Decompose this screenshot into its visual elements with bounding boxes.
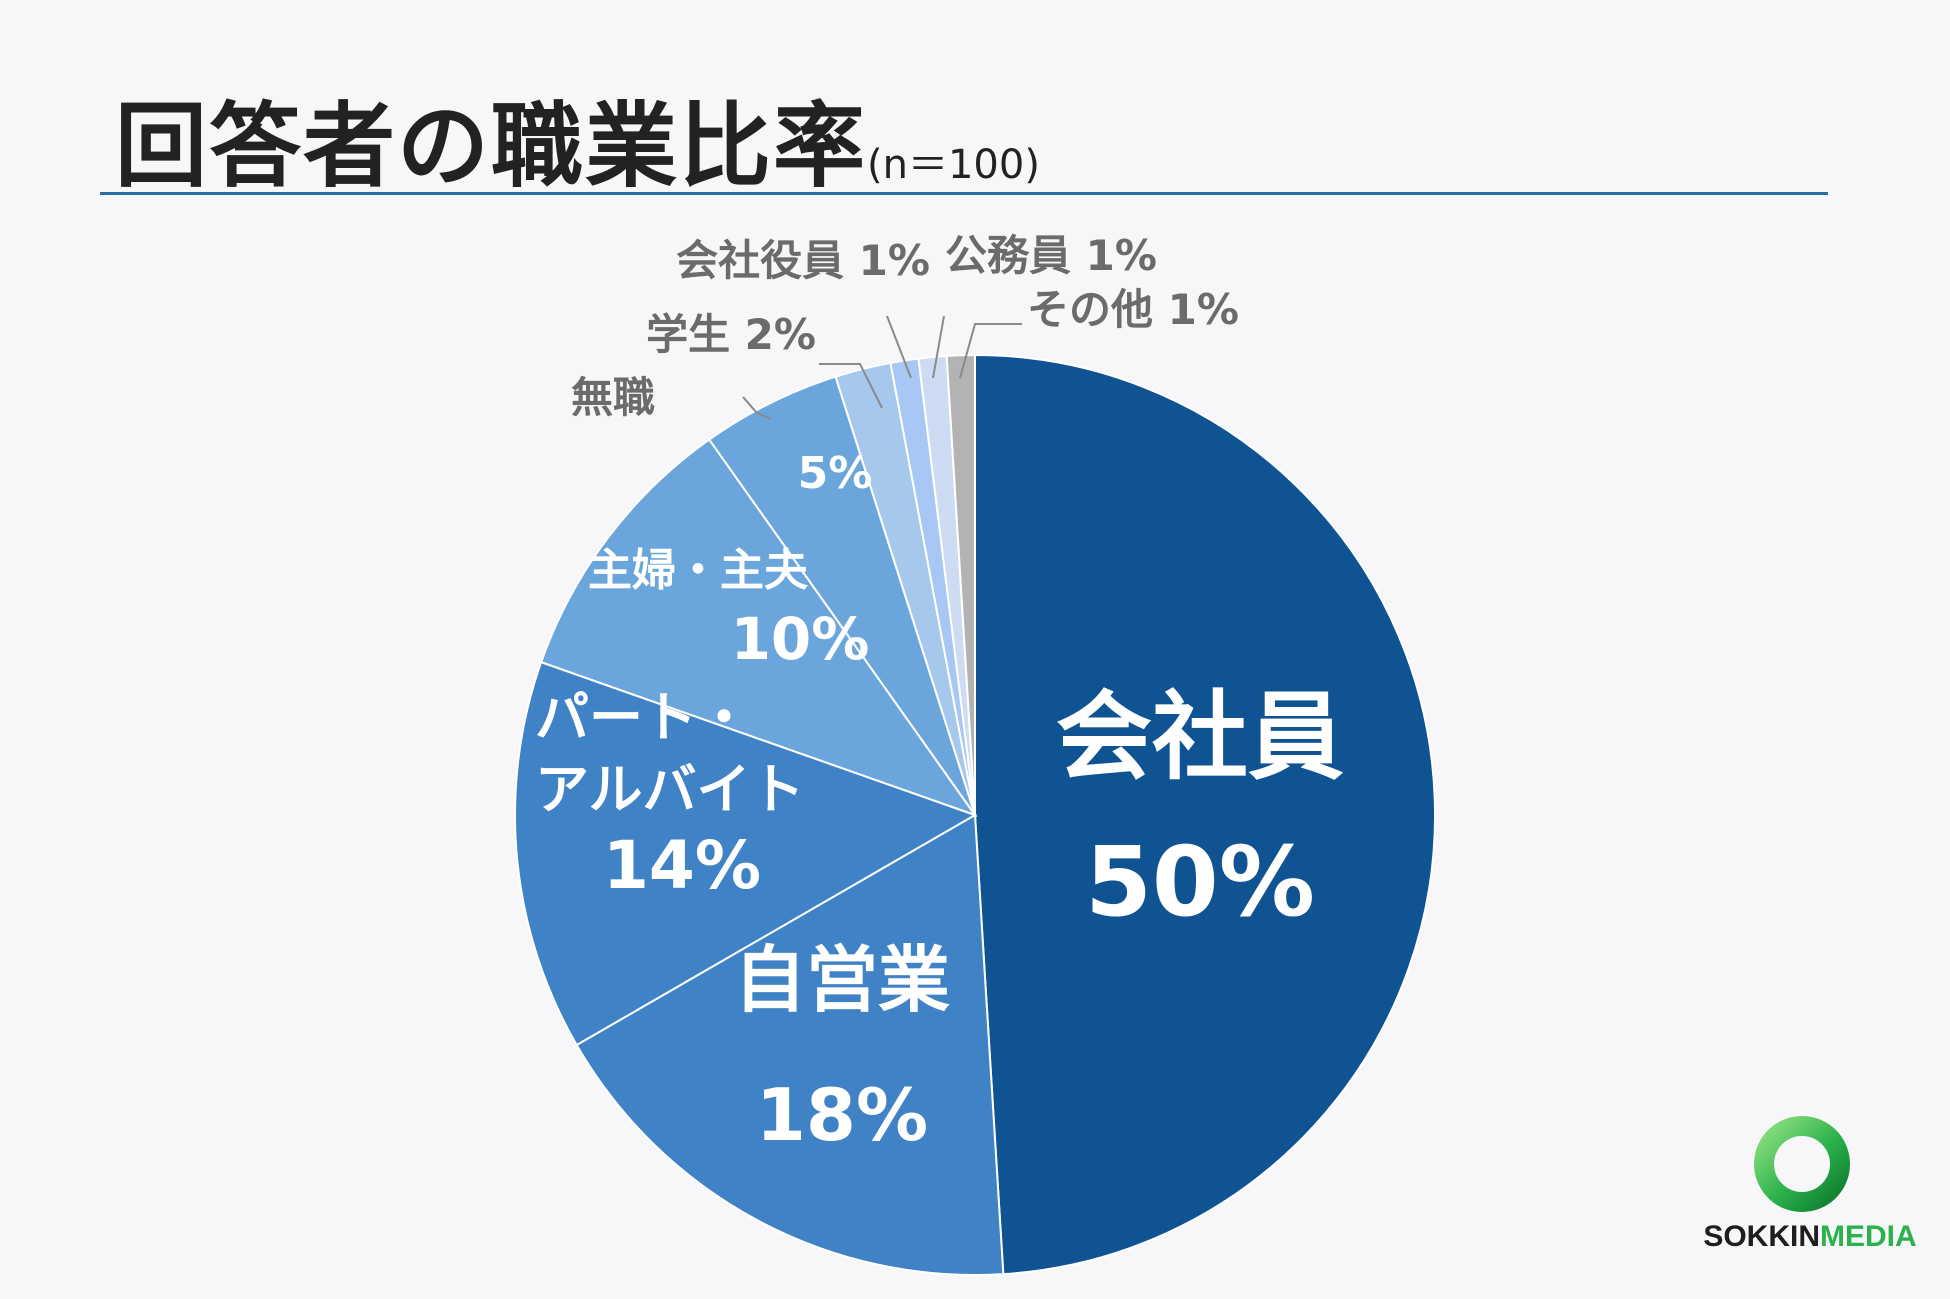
leader-line-学生 [819, 363, 883, 409]
chart-title-main: 回答者の職業比率 [115, 93, 868, 200]
leader-line-会社役員 [886, 315, 912, 379]
pie-slice-主婦主夫 [539, 438, 978, 817]
pie-slice-自営業 [575, 813, 1005, 1276]
leader-line-その他 [959, 323, 1022, 379]
slice-label-パートアルバイト-line2: アルバイト [535, 758, 804, 821]
chart-title: 回答者の職業比率(n＝100) [115, 72, 1040, 205]
pie-slice-会社員 [974, 353, 1437, 1276]
logo-text-sokkin: SOKKIN [1703, 1220, 1820, 1253]
sample-size: (n＝100) [867, 142, 1040, 188]
leader-line-公務員 [932, 315, 945, 379]
pie-slice-パートアルバイト [514, 660, 978, 1047]
slice-label-主婦主夫: 主婦・主夫 [588, 545, 809, 596]
sokkin-media-logo: SOKKINMEDIA [1690, 1100, 1930, 1270]
logo-wordmark: SOKKINMEDIA [1690, 1220, 1930, 1254]
slice-value-会社員: 50% [1085, 826, 1315, 938]
title-divider [100, 192, 1828, 195]
logo-ring-icon [1754, 1116, 1850, 1212]
logo-text-media: MEDIA [1820, 1220, 1917, 1253]
slice-value-自営業: 18% [756, 1073, 928, 1157]
slice-label-自営業: 自営業 [734, 938, 950, 1022]
slice-label-会社員: 会社員 [1056, 681, 1344, 793]
slice-value-無職: 5% [798, 448, 873, 499]
slice-label-その他: その他 1% [1027, 285, 1239, 334]
slice-label-パートアルバイト-line1: パート・ [535, 686, 751, 749]
slice-label-無職: 無職 [571, 373, 655, 422]
leader-line-無職 [742, 396, 772, 420]
slice-label-会社役員: 会社役員 1% [676, 236, 930, 285]
slice-value-主婦主夫: 10% [731, 605, 870, 673]
slice-label-公務員: 公務員 1% [945, 231, 1157, 280]
slice-label-学生: 学生 2% [646, 310, 816, 359]
slice-value-パートアルバイト: 14% [603, 827, 761, 904]
pie-slice-その他 [945, 353, 976, 816]
